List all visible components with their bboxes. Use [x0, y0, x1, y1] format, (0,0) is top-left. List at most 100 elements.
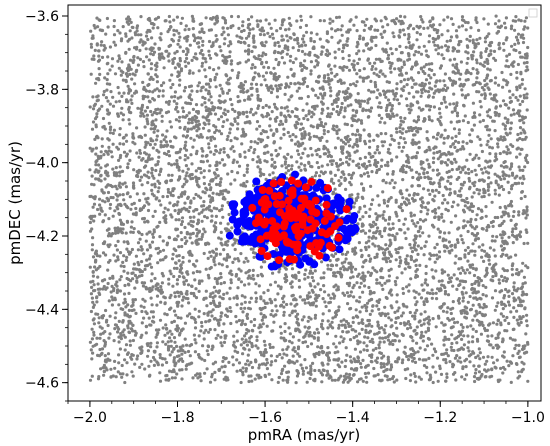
field-star-point — [422, 119, 426, 123]
field-star-point — [459, 311, 464, 315]
field-star-point — [166, 30, 170, 34]
field-star-point — [320, 164, 324, 168]
field-star-point — [166, 190, 171, 194]
field-star-point — [168, 353, 172, 357]
field-star-point — [519, 19, 523, 23]
field-star-point — [151, 232, 155, 236]
field-star-point — [419, 15, 423, 19]
field-star-point — [489, 181, 493, 185]
field-star-point — [365, 380, 369, 384]
field-star-point — [484, 205, 488, 209]
field-star-point — [487, 32, 491, 36]
field-star-point — [258, 160, 262, 164]
field-star-point — [424, 205, 428, 210]
field-star-point — [183, 158, 187, 162]
field-star-point — [321, 368, 325, 372]
field-star-point — [282, 305, 286, 309]
field-star-point — [474, 296, 478, 300]
field-star-point — [250, 365, 255, 370]
field-star-point — [201, 85, 205, 89]
field-star-point — [400, 361, 404, 365]
field-star-point — [515, 70, 519, 75]
field-star-point — [131, 303, 135, 307]
field-star-point — [522, 121, 526, 125]
field-star-point — [302, 335, 306, 339]
field-star-point — [149, 109, 153, 114]
field-star-point — [438, 235, 442, 239]
field-star-point — [503, 160, 507, 164]
field-star-point — [270, 309, 274, 313]
field-star-point — [424, 78, 429, 82]
field-star-point — [509, 187, 514, 191]
field-star-point — [175, 301, 179, 305]
field-star-point — [207, 330, 211, 334]
field-star-point — [115, 248, 119, 252]
field-star-point — [152, 50, 157, 54]
field-star-point — [377, 300, 381, 305]
field-star-point — [360, 182, 364, 186]
field-star-point — [252, 55, 256, 59]
field-star-point — [296, 149, 300, 153]
field-star-point — [412, 27, 416, 31]
field-star-point — [167, 44, 171, 49]
field-star-point — [443, 292, 447, 296]
field-star-point — [183, 190, 187, 194]
field-star-point — [483, 60, 487, 64]
field-star-point — [453, 145, 457, 149]
field-star-point — [149, 341, 153, 345]
field-star-point — [459, 170, 463, 174]
field-star-point — [184, 64, 188, 68]
field-star-point — [477, 81, 481, 85]
field-star-point — [281, 49, 285, 54]
field-star-point — [436, 34, 441, 39]
field-star-point — [515, 138, 520, 142]
field-star-point — [213, 263, 217, 267]
field-star-point — [142, 305, 146, 309]
field-star-point — [448, 39, 452, 43]
field-star-point — [112, 40, 116, 44]
field-star-point — [524, 228, 528, 232]
field-star-point — [220, 365, 224, 369]
field-star-point — [228, 97, 233, 101]
field-star-point — [195, 234, 199, 238]
field-star-point — [288, 332, 292, 336]
field-star-point — [95, 42, 99, 46]
field-star-point — [151, 285, 155, 289]
field-star-point — [490, 334, 494, 338]
field-star-point — [145, 248, 150, 252]
field-star-point — [479, 332, 483, 336]
field-star-point — [209, 95, 213, 99]
field-star-point — [433, 84, 437, 88]
field-star-point — [401, 178, 405, 182]
field-star-point — [105, 368, 109, 372]
field-star-point — [239, 343, 243, 347]
field-star-point — [264, 71, 269, 75]
field-star-point — [497, 19, 501, 23]
field-star-point — [304, 366, 308, 370]
field-star-point — [296, 352, 300, 356]
field-star-point — [180, 328, 184, 332]
field-star-point — [387, 222, 391, 226]
field-star-point — [460, 337, 464, 341]
field-star-point — [313, 269, 317, 273]
field-star-point — [184, 174, 188, 178]
field-star-point — [123, 297, 127, 301]
field-star-point — [241, 310, 245, 314]
field-star-point — [314, 93, 318, 97]
field-star-point — [275, 154, 279, 158]
field-star-point — [214, 252, 219, 256]
field-star-point — [95, 112, 99, 116]
field-star-point — [341, 339, 345, 344]
field-star-point — [329, 94, 333, 98]
field-star-point — [313, 174, 317, 178]
field-star-point — [399, 94, 403, 98]
field-star-point — [92, 333, 96, 337]
field-star-point — [350, 124, 354, 128]
field-star-point — [137, 231, 141, 235]
field-star-point — [284, 82, 288, 86]
field-star-point — [456, 203, 460, 207]
field-star-point — [407, 201, 411, 205]
field-star-point — [397, 356, 401, 360]
field-star-point — [404, 45, 408, 49]
field-star-point — [508, 96, 512, 100]
